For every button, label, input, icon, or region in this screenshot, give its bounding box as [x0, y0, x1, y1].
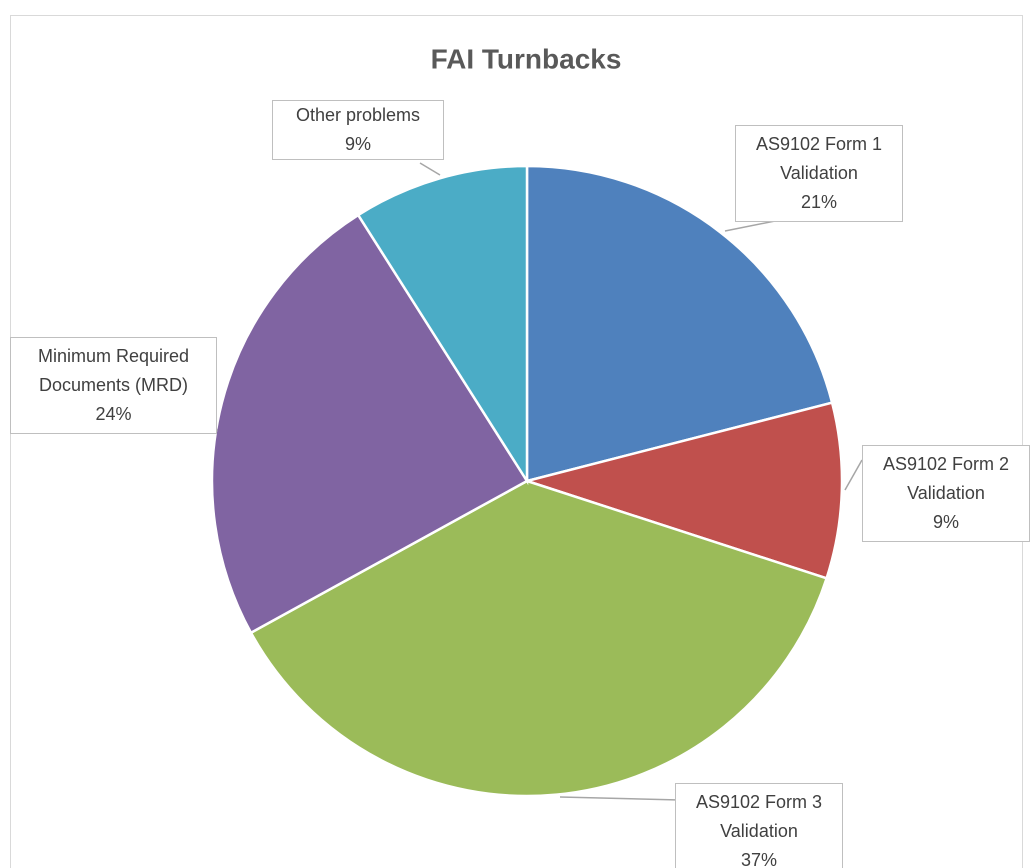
- data-label: AS9102 Form 2 Validation 9%: [862, 445, 1030, 542]
- data-label: Minimum Required Documents (MRD) 24%: [10, 337, 217, 434]
- category-label: Minimum Required Documents (MRD): [37, 346, 190, 395]
- pie-slice: [356, 164, 529, 486]
- category-label: AS9102 Form 1 Validation: [755, 134, 883, 183]
- category-label: Other problems: [295, 105, 421, 125]
- data-label: AS9102 Form 1 Validation 21%: [735, 125, 903, 222]
- category-label: AS9102 Form 2 Validation: [882, 454, 1010, 503]
- value-label: 9%: [344, 134, 371, 154]
- chart-title: FAI Turnbacks: [431, 43, 622, 74]
- pie-slice: [249, 479, 829, 798]
- pie-slice: [522, 401, 844, 580]
- value-label: 24%: [95, 404, 132, 424]
- data-label: AS9102 Form 3 Validation 37%: [675, 783, 843, 868]
- category-label: AS9102 Form 3 Validation: [695, 792, 823, 841]
- value-label: 21%: [800, 192, 838, 212]
- pie-slice: [525, 164, 834, 483]
- leader-line: [419, 162, 441, 176]
- data-label: Other problems 9%: [272, 100, 444, 160]
- pie-slice: [210, 213, 529, 635]
- leader-line: [844, 459, 863, 491]
- pie: [210, 164, 844, 798]
- value-label: 9%: [932, 512, 959, 532]
- value-label: 37%: [740, 850, 778, 868]
- leader-line: [559, 796, 681, 801]
